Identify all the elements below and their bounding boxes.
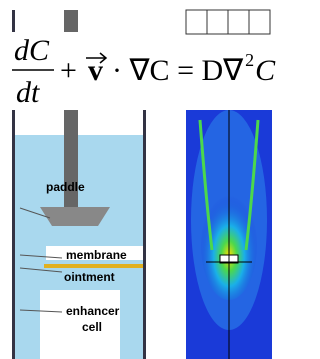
last: C [255,54,276,87]
shaft [64,10,78,32]
cell [40,290,120,359]
equation: dC dt + v · ∇C = D∇ 2 C [12,34,276,109]
wall [12,110,15,359]
label: enhancer [66,304,120,318]
middle: · ∇C = D∇ [112,54,244,87]
label: cell [82,320,102,334]
figure: paddle membrane ointment enhancer cell d… [0,0,302,359]
label: paddle [46,180,85,194]
membrane [44,264,143,268]
denominator: dt [16,76,40,109]
wall [143,110,146,359]
vector: v [88,54,103,87]
label: ointment [64,270,115,284]
paddle [40,207,110,226]
label: membrane [66,248,127,262]
plus: + [60,54,77,87]
shaft [64,110,78,210]
wall [12,10,15,32]
numerator: dC [14,34,50,67]
superscript: 2 [245,50,254,70]
